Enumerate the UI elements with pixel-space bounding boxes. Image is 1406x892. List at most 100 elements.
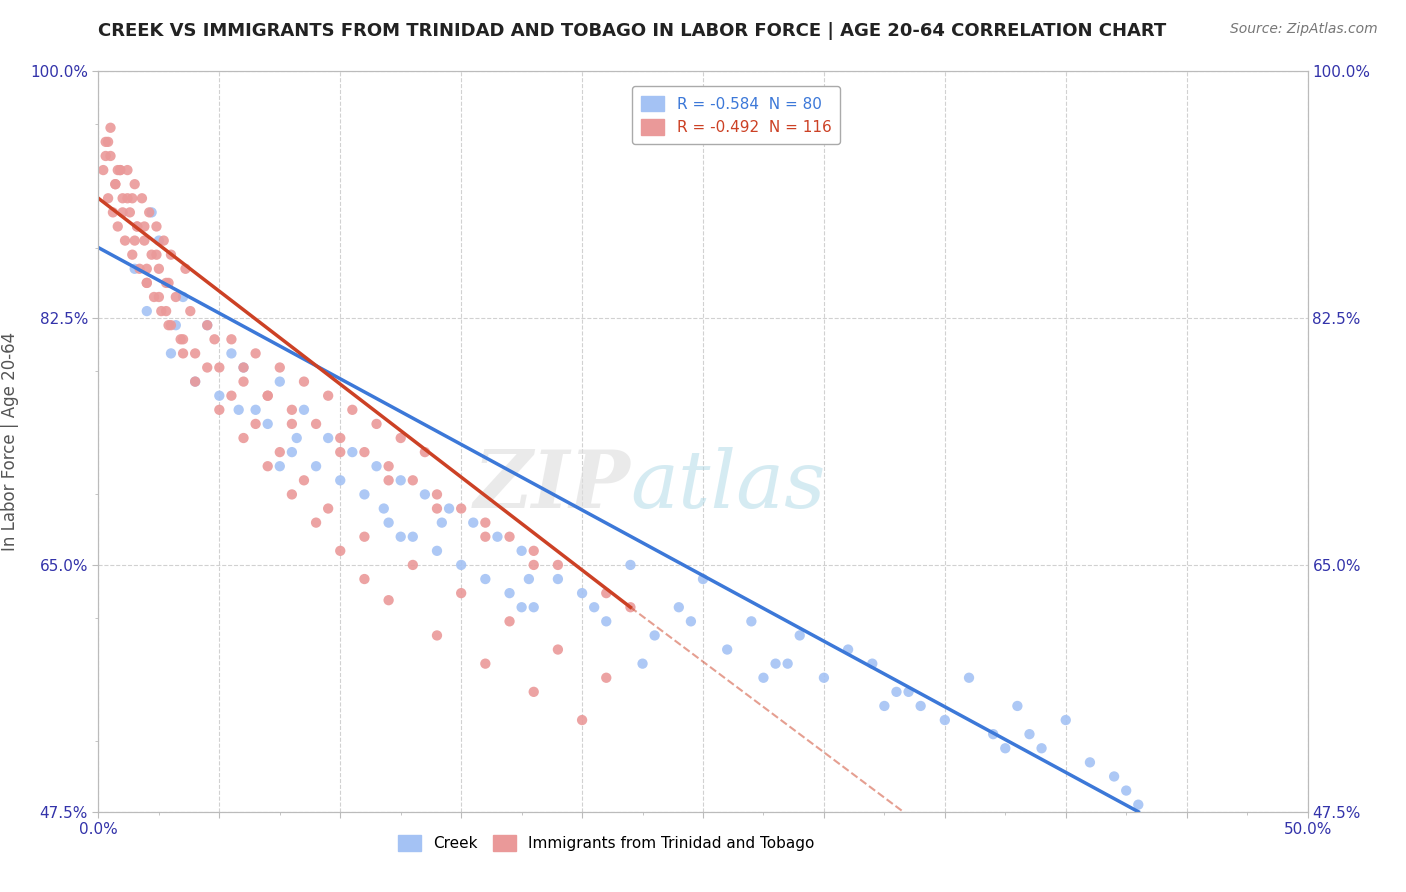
Point [245, 402, 267, 417]
Point [994, 741, 1017, 756]
Point [174, 261, 197, 276]
Point [305, 417, 328, 431]
Point [765, 657, 787, 671]
Point [150, 304, 173, 318]
Point [281, 417, 304, 431]
Point [131, 191, 153, 205]
Point [135, 261, 157, 276]
Point [256, 417, 278, 431]
Point [118, 205, 141, 219]
Point [547, 558, 569, 572]
Point [510, 600, 533, 615]
Point [152, 234, 174, 248]
Point [172, 290, 194, 304]
Point [523, 600, 546, 615]
Point [813, 671, 835, 685]
Point [127, 219, 149, 234]
Point [91, 163, 114, 178]
Point [413, 487, 436, 501]
Point [256, 389, 278, 403]
Point [402, 530, 425, 544]
Point [329, 445, 352, 459]
Point [437, 501, 460, 516]
Point [498, 586, 520, 600]
Point [426, 501, 449, 516]
Point [245, 417, 267, 431]
Point [281, 445, 304, 459]
Point [208, 360, 231, 375]
Point [740, 615, 762, 629]
Point [342, 445, 364, 459]
Point [389, 530, 412, 544]
Point [124, 177, 146, 191]
Point [160, 346, 183, 360]
Point [124, 234, 146, 248]
Text: ZIP: ZIP [474, 447, 630, 524]
Point [172, 332, 194, 346]
Point [145, 248, 167, 262]
Point [426, 544, 449, 558]
Point [100, 120, 122, 135]
Point [450, 501, 472, 516]
Point [595, 671, 617, 685]
Point [107, 163, 129, 178]
Point [353, 445, 375, 459]
Text: atlas: atlas [630, 447, 825, 524]
Point [281, 487, 304, 501]
Point [430, 516, 453, 530]
Point [934, 713, 956, 727]
Point [498, 615, 520, 629]
Point [305, 516, 328, 530]
Point [195, 318, 218, 333]
Point [101, 205, 124, 219]
Point [498, 530, 520, 544]
Point [474, 657, 496, 671]
Point [1102, 769, 1125, 783]
Point [157, 276, 180, 290]
Point [292, 473, 315, 487]
Point [752, 671, 775, 685]
Point [155, 276, 177, 290]
Point [155, 304, 177, 318]
Point [128, 261, 150, 276]
Point [377, 593, 399, 607]
Point [108, 163, 131, 178]
Point [1031, 741, 1053, 756]
Point [595, 586, 617, 600]
Point [292, 375, 315, 389]
Point [353, 572, 375, 586]
Point [232, 360, 254, 375]
Point [97, 191, 120, 205]
Point [776, 657, 799, 671]
Point [141, 205, 163, 219]
Point [619, 558, 641, 572]
Point [221, 346, 243, 360]
Point [474, 572, 496, 586]
Point [329, 473, 352, 487]
Point [474, 530, 496, 544]
Point [135, 276, 157, 290]
Point [269, 459, 291, 474]
Point [232, 360, 254, 375]
Point [426, 487, 449, 501]
Point [463, 516, 485, 530]
Point [1007, 698, 1029, 713]
Point [208, 389, 231, 403]
Point [100, 149, 122, 163]
Point [1018, 727, 1040, 741]
Point [160, 248, 183, 262]
Point [353, 487, 375, 501]
Point [165, 290, 187, 304]
Point [172, 346, 194, 360]
Point [157, 318, 180, 333]
Point [402, 473, 425, 487]
Point [204, 332, 226, 346]
Point [1128, 797, 1150, 812]
Point [195, 360, 218, 375]
Point [195, 318, 218, 333]
Point [860, 657, 883, 671]
Point [389, 431, 412, 445]
Point [316, 431, 339, 445]
Point [450, 586, 472, 600]
Point [232, 375, 254, 389]
